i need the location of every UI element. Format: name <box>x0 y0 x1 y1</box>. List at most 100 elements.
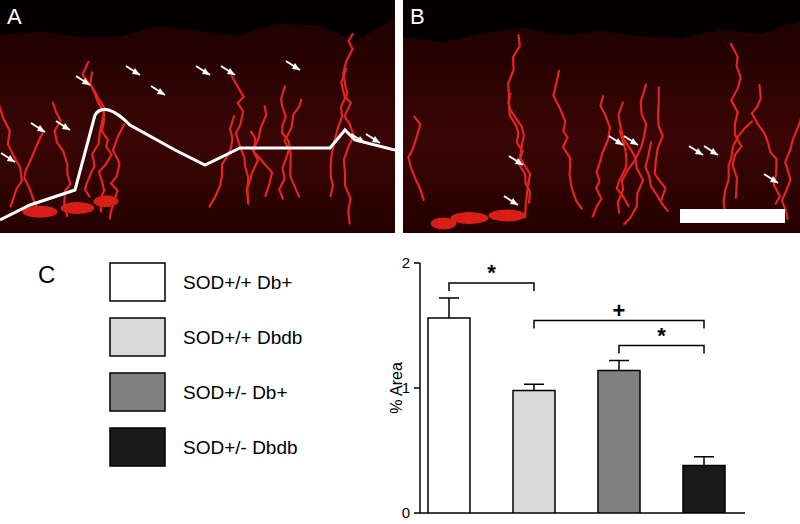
nerve-fiber <box>593 96 610 216</box>
vessel <box>489 210 526 222</box>
nerve-fiber <box>553 71 581 209</box>
y-tick <box>414 512 420 514</box>
tissue-background <box>0 0 395 233</box>
arrowhead <box>202 68 210 75</box>
panel-label: B <box>410 4 425 29</box>
legend-swatch <box>110 263 165 301</box>
surface <box>0 0 395 41</box>
legend-label: SOD+/+ Dbdb <box>183 327 302 348</box>
nerve-fiber <box>782 79 800 219</box>
arrow <box>504 196 518 205</box>
error-cap <box>609 360 629 362</box>
error-bar <box>439 298 459 318</box>
micrograph-panel <box>403 0 800 233</box>
arrow <box>609 136 623 145</box>
y-tick <box>414 262 420 264</box>
nerve-fiber <box>251 132 272 197</box>
arrow <box>196 66 210 75</box>
arrow <box>624 136 638 145</box>
nerve-fiber <box>247 106 267 201</box>
bars <box>428 298 725 513</box>
arrow <box>764 174 778 183</box>
legend-label: SOD+/- Db+ <box>183 382 288 403</box>
arrowhead <box>515 158 523 165</box>
legend-label: SOD+/+ Db+ <box>183 272 292 293</box>
bar <box>428 318 470 513</box>
arrow <box>1 153 15 162</box>
error-stem <box>533 384 535 390</box>
surface <box>403 0 800 42</box>
vessel <box>94 195 119 207</box>
arrow <box>31 123 45 132</box>
nerve-fiber <box>655 87 666 200</box>
nerve-fiber <box>408 117 423 200</box>
y-tick-label: 0 <box>402 504 410 521</box>
arrow <box>704 146 718 155</box>
arrowhead <box>357 136 365 143</box>
figure: ABCSOD+/+ Db+SOD+/+ DbdbSOD+/- Db+SOD+/-… <box>0 0 800 524</box>
error-cap <box>524 384 544 386</box>
arrow <box>351 134 365 143</box>
significance-label: + <box>613 298 626 323</box>
arrow <box>221 66 235 75</box>
legend-swatch <box>110 318 165 356</box>
y-tick <box>414 387 420 389</box>
arrowhead <box>615 138 623 145</box>
tissue-background <box>403 0 800 233</box>
nerve-fiber <box>232 76 249 204</box>
y-axis-label: % Area <box>388 362 405 414</box>
arrowhead <box>157 88 165 95</box>
bar <box>683 466 725 514</box>
arrowhead <box>62 123 70 130</box>
error-bar <box>524 384 544 390</box>
micrograph-panel <box>0 0 395 233</box>
arrow <box>56 121 70 130</box>
nerve-fiber <box>24 127 42 213</box>
arrowhead <box>132 68 140 75</box>
nerve-fiber <box>341 69 353 224</box>
nerve-fiber <box>645 142 667 211</box>
vessel <box>451 212 489 224</box>
arrow <box>366 134 380 143</box>
nerve-fiber <box>508 35 530 203</box>
bar <box>513 391 555 514</box>
arrowhead <box>710 148 718 155</box>
junction-line <box>0 109 395 220</box>
vessel <box>61 202 95 214</box>
arrowhead <box>770 176 778 183</box>
arrow <box>689 146 703 155</box>
nerve-fiber <box>0 104 22 206</box>
arrowhead <box>630 138 638 145</box>
significance-label: * <box>487 260 496 285</box>
error-cap <box>439 297 459 299</box>
panel-label: A <box>7 4 22 29</box>
nerve-fiber <box>281 86 299 196</box>
y-tick-label: 2 <box>402 254 410 271</box>
error-cap <box>694 456 714 458</box>
nerve-fiber <box>619 103 644 225</box>
nerve-fiber <box>509 94 531 218</box>
nerve-fiber <box>85 72 104 196</box>
arrowhead <box>695 148 703 155</box>
nerve-fiber <box>752 85 780 204</box>
legend-label: SOD+/- Dbdb <box>183 437 298 458</box>
arrow <box>509 156 523 165</box>
arrowhead <box>82 78 90 85</box>
arrow <box>76 76 90 85</box>
legend-swatch <box>110 428 165 466</box>
bar <box>598 371 640 514</box>
nerve-fiber <box>731 44 742 198</box>
significance-label: * <box>657 323 666 348</box>
error-bar <box>609 361 629 371</box>
arrowhead <box>510 198 518 205</box>
arrowhead <box>7 155 15 162</box>
nerve-fiber <box>53 103 71 217</box>
nerve-fiber <box>724 122 752 217</box>
nerve-fiber <box>83 62 112 211</box>
arrowhead <box>227 68 235 75</box>
error-stem <box>703 457 705 466</box>
arrow <box>151 86 165 95</box>
scale-bar <box>680 209 785 223</box>
error-stem <box>448 298 450 318</box>
nerve-fiber <box>331 34 353 196</box>
